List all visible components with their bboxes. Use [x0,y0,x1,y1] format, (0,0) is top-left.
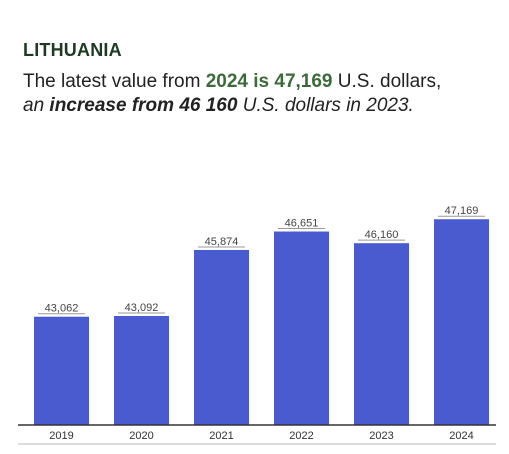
x-tick-label-2020: 2020 [129,430,153,442]
change-highlight: increase from 46 160 [49,95,238,116]
summary-line-1: The latest value from 2024 is 47,169 U.S… [23,70,503,94]
x-tick-label-2022: 2022 [289,430,313,442]
bar-2022 [274,231,329,425]
bar-value-label-2023: 46,160 [365,229,399,241]
country-title: LITHUANIA [23,40,122,60]
x-tick-label-2019: 2019 [49,430,73,442]
bar-value-label-2021: 45,874 [205,236,239,248]
bar-2019 [34,316,89,425]
summary-line2-pre: an [23,95,50,116]
bar-value-label-2019: 43,062 [45,303,79,315]
summary-line2-post: U.S. dollars in 2023. [237,95,414,116]
summary-line1-pre: The latest value from [23,71,206,92]
x-tick-label-2021: 2021 [209,430,233,442]
summary-line-2: an increase from 46 160 U.S. dollars in … [23,94,503,118]
x-tick-label-2024: 2024 [449,430,473,442]
x-tick-label-2023: 2023 [369,430,393,442]
bar-value-label-2022: 46,651 [285,218,319,230]
latest-value-highlight: 2024 is 47,169 [205,71,333,92]
bar-value-label-2020: 43,092 [125,302,159,314]
summary-line1-post: U.S. dollars, [332,71,442,92]
bar-2021 [194,249,249,425]
summary-text: The latest value from 2024 is 47,169 U.S… [23,70,503,118]
bar-value-label-2024: 47,169 [445,205,479,217]
bar-2020 [114,316,169,425]
bar-2023 [354,243,409,425]
bar-2024 [434,219,489,425]
